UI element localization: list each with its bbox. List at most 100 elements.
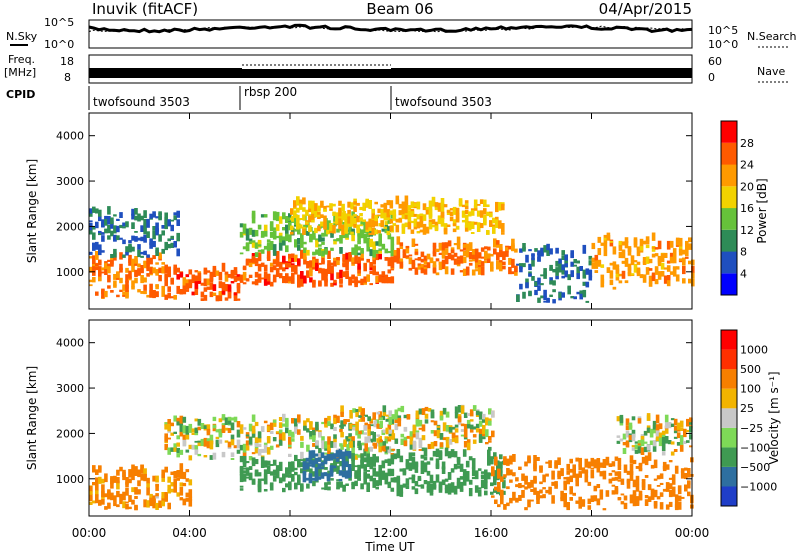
heatmap-cell <box>179 272 184 278</box>
heatmap-cell <box>608 479 613 484</box>
heatmap-cell <box>336 228 340 233</box>
heatmap-cell <box>122 222 126 227</box>
heatmap-cell <box>384 257 389 261</box>
heatmap-cell <box>282 239 286 246</box>
heatmap-cell <box>414 481 419 487</box>
heatmap-cell <box>469 419 474 422</box>
heatmap-cell <box>335 458 340 462</box>
heatmap-cell <box>572 472 576 478</box>
heatmap-cell <box>291 438 295 442</box>
heatmap-cell <box>311 207 315 213</box>
heatmap-cell <box>649 440 654 445</box>
heatmap-cell <box>465 249 470 254</box>
heatmap-cell <box>342 271 346 274</box>
heatmap-cell <box>278 464 283 469</box>
heatmap-cell <box>263 278 268 286</box>
heatmap-cell <box>321 273 325 281</box>
heatmap-cell <box>353 217 357 224</box>
heatmap-cell <box>182 277 187 286</box>
heatmap-cell <box>582 244 587 254</box>
heatmap-cell <box>176 285 180 294</box>
heatmap-cell <box>428 209 433 217</box>
heatmap-cell <box>282 423 286 427</box>
heatmap-cell <box>382 445 387 452</box>
heatmap-cell <box>300 233 304 243</box>
heatmap-cell <box>395 195 400 205</box>
heatmap-cell <box>636 247 641 257</box>
heatmap-cell <box>660 271 665 277</box>
heatmap-cell <box>128 243 132 253</box>
heatmap-cell <box>462 244 467 248</box>
heatmap-cell <box>509 455 513 465</box>
heatmap-cell <box>92 242 96 251</box>
heatmap-cell <box>476 224 481 232</box>
heatmap-cell <box>524 486 528 490</box>
heatmap-cell <box>161 500 165 507</box>
heatmap-cell <box>684 484 688 492</box>
heatmap-cell <box>272 244 277 253</box>
heatmap-cell <box>576 260 580 264</box>
heatmap-cell <box>263 224 268 233</box>
heatmap-cell <box>381 228 386 232</box>
heatmap-cell <box>407 205 412 211</box>
heatmap-cell <box>351 436 355 443</box>
heatmap-cell <box>278 216 283 224</box>
heatmap-cell <box>478 428 483 438</box>
heatmap-cell <box>378 239 382 247</box>
heatmap-cell <box>185 425 190 435</box>
heatmap-cell <box>627 246 632 252</box>
heatmap-cell <box>269 266 274 273</box>
heatmap-cell <box>297 281 301 288</box>
heatmap-cell <box>363 457 367 463</box>
heatmap-cell <box>423 456 428 461</box>
heatmap-cell <box>519 266 523 273</box>
heatmap-cell <box>294 471 298 476</box>
heatmap-cell <box>245 467 250 476</box>
heatmap-cell <box>146 255 150 264</box>
heatmap-cell <box>309 270 313 277</box>
heatmap-cell <box>288 234 292 243</box>
heatmap-cell <box>251 479 256 485</box>
heatmap-cell <box>499 462 503 468</box>
heatmap-cell <box>266 239 271 243</box>
heatmap-cell <box>455 207 460 215</box>
heatmap-cell <box>465 243 470 249</box>
heatmap-cell <box>651 246 656 249</box>
heatmap-cell <box>308 473 313 478</box>
heatmap-cell <box>394 438 399 444</box>
heatmap-cell <box>360 412 364 421</box>
heatmap-cell <box>573 264 577 267</box>
heatmap-cell <box>537 285 541 291</box>
heatmap-cell <box>384 248 389 254</box>
heatmap-cell <box>288 442 292 448</box>
heatmap-cell <box>346 444 350 451</box>
heatmap-cell <box>245 444 250 451</box>
heatmap-cell <box>344 470 349 479</box>
heatmap-cell <box>554 481 558 489</box>
heatmap-cell <box>92 226 96 230</box>
heatmap-cell <box>406 435 411 439</box>
heatmap-cell <box>179 487 184 496</box>
heatmap-cell <box>438 481 443 491</box>
heatmap-cell <box>215 429 220 433</box>
heatmap-cell <box>101 484 105 493</box>
heatmap-cell <box>98 261 102 266</box>
heatmap-cell <box>311 211 315 215</box>
heatmap-cell <box>429 457 434 461</box>
heatmap-cell <box>312 251 316 256</box>
heatmap-cell <box>434 225 439 229</box>
heatmap-cell <box>158 234 162 242</box>
heatmap-cell <box>351 453 355 461</box>
heatmap-cell <box>399 468 404 472</box>
heatmap-cell <box>503 504 507 510</box>
y-tick-label: 2000 <box>56 427 84 440</box>
heatmap-cell <box>620 501 625 505</box>
heatmap-cell <box>624 280 629 284</box>
heatmap-cell <box>113 284 117 288</box>
heatmap-cell <box>110 220 114 229</box>
heatmap-cell <box>465 475 470 482</box>
heatmap-cell <box>476 210 481 217</box>
heatmap-cell <box>324 248 328 255</box>
heatmap-cell <box>300 271 304 279</box>
heatmap-cell <box>359 213 363 217</box>
